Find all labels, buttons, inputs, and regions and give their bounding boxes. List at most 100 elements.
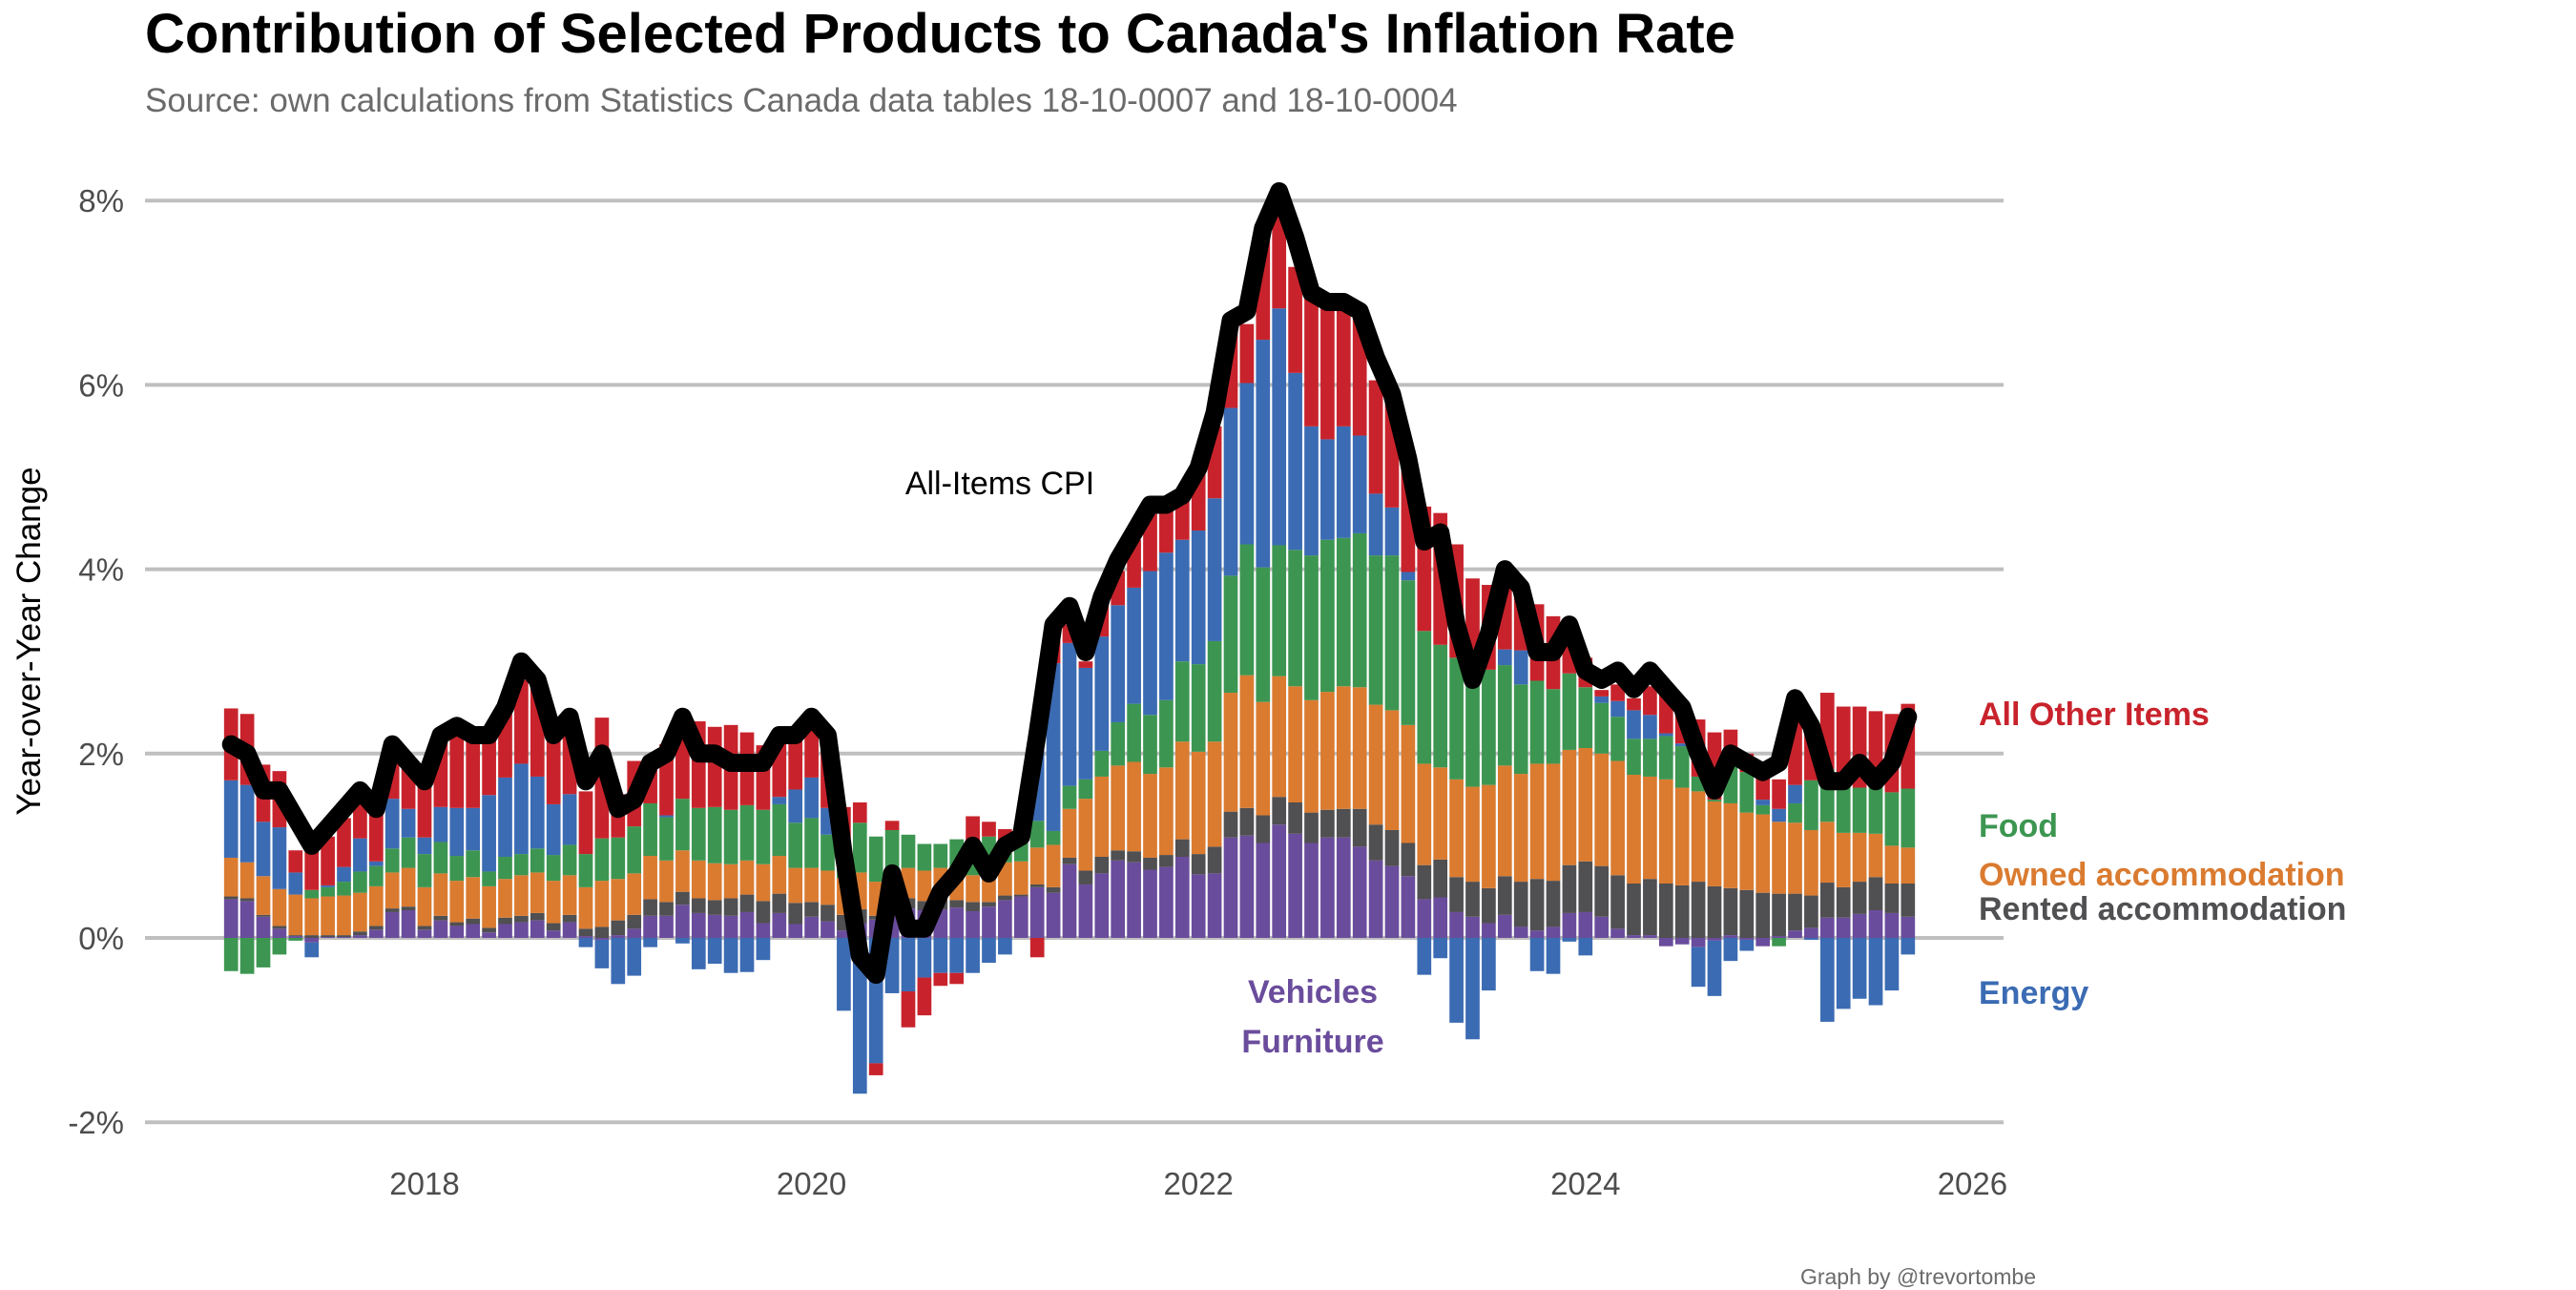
bar-segment-owned xyxy=(1062,808,1077,858)
bar-segment-energy xyxy=(417,837,432,855)
bar-segment-rented xyxy=(1868,877,1883,911)
bar-segment-food xyxy=(1029,821,1045,848)
bar-segment-rented xyxy=(594,926,610,938)
bar-segment-food xyxy=(288,938,303,941)
bar-segment-rented xyxy=(1594,865,1610,917)
bar-segment-owned xyxy=(1643,776,1657,880)
bar-segment-owned xyxy=(1707,801,1722,886)
bar-segment-owned xyxy=(1320,692,1335,810)
bar-segment-food xyxy=(1239,544,1255,676)
x-axis-ticks: 2018 2020 2022 2024 2026 xyxy=(389,1166,2007,1201)
legend-energy: Energy xyxy=(1979,975,2088,1011)
bar-segment-purple xyxy=(1529,930,1545,938)
bar-segment-energy xyxy=(482,795,496,872)
bar-segment-other xyxy=(949,972,965,985)
bar-segment-owned xyxy=(675,850,690,892)
bar-segment-food xyxy=(562,844,577,876)
bar-segment-owned xyxy=(353,892,367,932)
bar-segment-purple xyxy=(546,930,561,938)
bar-segment-energy xyxy=(1884,938,1900,991)
bar-segment-owned xyxy=(1368,704,1383,825)
bar-segment-owned xyxy=(1223,693,1238,812)
bar-segment-owned xyxy=(1352,687,1367,809)
bar-segment-energy xyxy=(546,803,561,856)
bar-segment-owned xyxy=(1562,749,1577,865)
bar-segment-food xyxy=(1627,739,1641,776)
bar-segment-rented xyxy=(1094,856,1110,874)
cpi-line xyxy=(221,182,1918,985)
bar-segment-food xyxy=(901,834,916,868)
bar-segment-energy xyxy=(675,938,690,944)
bar-segment-rented xyxy=(1013,894,1028,897)
bar-segment-rented xyxy=(756,901,771,924)
bar-segment-rented xyxy=(659,902,674,916)
bar-segment-owned xyxy=(1546,763,1561,882)
bar-segment-energy xyxy=(1272,308,1287,546)
legend-food: Food xyxy=(1979,808,2058,844)
bar-segment-purple xyxy=(1449,911,1464,938)
bar-segment-energy xyxy=(1578,938,1593,956)
bar-segment-owned xyxy=(772,856,787,894)
bar-segment-owned xyxy=(1288,686,1302,802)
bar-segment-owned xyxy=(1723,802,1738,888)
bar-segment-food xyxy=(1513,684,1528,775)
bar-segment-energy xyxy=(1288,372,1302,551)
bar-segment-rented xyxy=(772,893,787,913)
bar-segment-rented xyxy=(1788,893,1802,931)
bar-segment-rented xyxy=(1658,884,1673,938)
bar-segment-rented xyxy=(1256,815,1271,843)
bar-segment-food xyxy=(1578,687,1593,749)
bar-segment-food xyxy=(498,856,512,880)
bar-segment-rented xyxy=(449,922,465,926)
bar-segment-rented xyxy=(1755,892,1771,938)
bar-segment-energy xyxy=(433,806,448,843)
x-tick-label: 2022 xyxy=(1163,1166,1233,1201)
bar-segment-owned xyxy=(611,879,626,921)
bar-segment-rented xyxy=(1804,895,1818,928)
bar-segment-energy xyxy=(1336,426,1351,538)
bar-segment-purple xyxy=(1384,865,1400,938)
bar-segment-food xyxy=(1191,664,1206,752)
bar-segment-owned xyxy=(1772,822,1786,894)
y-tick-label: 4% xyxy=(78,552,124,588)
bar-segment-purple xyxy=(611,935,626,938)
bar-segment-owned xyxy=(998,862,1012,896)
bar-segment-owned xyxy=(1159,767,1174,856)
bar-segment-other xyxy=(288,850,303,873)
bar-segment-other xyxy=(368,813,384,862)
bar-segment-rented xyxy=(1062,857,1077,864)
bar-segment-purple xyxy=(627,928,642,938)
bar-segment-rented xyxy=(1707,885,1722,938)
bar-segment-owned xyxy=(1513,774,1528,883)
bar-segment-energy xyxy=(272,827,287,889)
bar-segment-energy xyxy=(917,938,932,978)
bar-segment-owned xyxy=(482,885,496,928)
bar-segment-food xyxy=(1368,555,1383,705)
bar-segment-energy xyxy=(1174,539,1190,662)
bar-segment-energy xyxy=(1691,947,1706,988)
bar-segment-purple xyxy=(482,932,496,938)
bar-segment-other xyxy=(1272,210,1287,309)
bar-segment-other xyxy=(852,801,867,823)
bar-segment-purple xyxy=(1562,912,1577,938)
bar-segment-rented xyxy=(1320,809,1335,838)
bar-segment-other xyxy=(578,791,593,855)
bar-segment-energy xyxy=(304,942,320,958)
bar-segment-energy xyxy=(933,938,948,973)
bar-segment-purple xyxy=(304,938,320,943)
bar-segment-rented xyxy=(723,898,738,916)
bar-segment-owned xyxy=(1401,724,1416,843)
bar-segment-food xyxy=(514,854,529,876)
bar-segment-purple xyxy=(530,920,545,938)
bar-segment-energy xyxy=(256,822,271,877)
bar-segment-purple xyxy=(1304,843,1319,938)
bar-segment-purple xyxy=(1159,866,1174,938)
bar-segment-food xyxy=(1078,779,1093,800)
bar-segment-rented xyxy=(1352,808,1367,847)
bar-segment-owned xyxy=(498,879,512,918)
bar-segment-food xyxy=(239,938,255,974)
bar-segment-other xyxy=(884,821,900,830)
bar-segment-owned xyxy=(1674,787,1690,885)
bar-segment-food xyxy=(1772,938,1786,947)
bar-segment-rented xyxy=(675,891,690,905)
